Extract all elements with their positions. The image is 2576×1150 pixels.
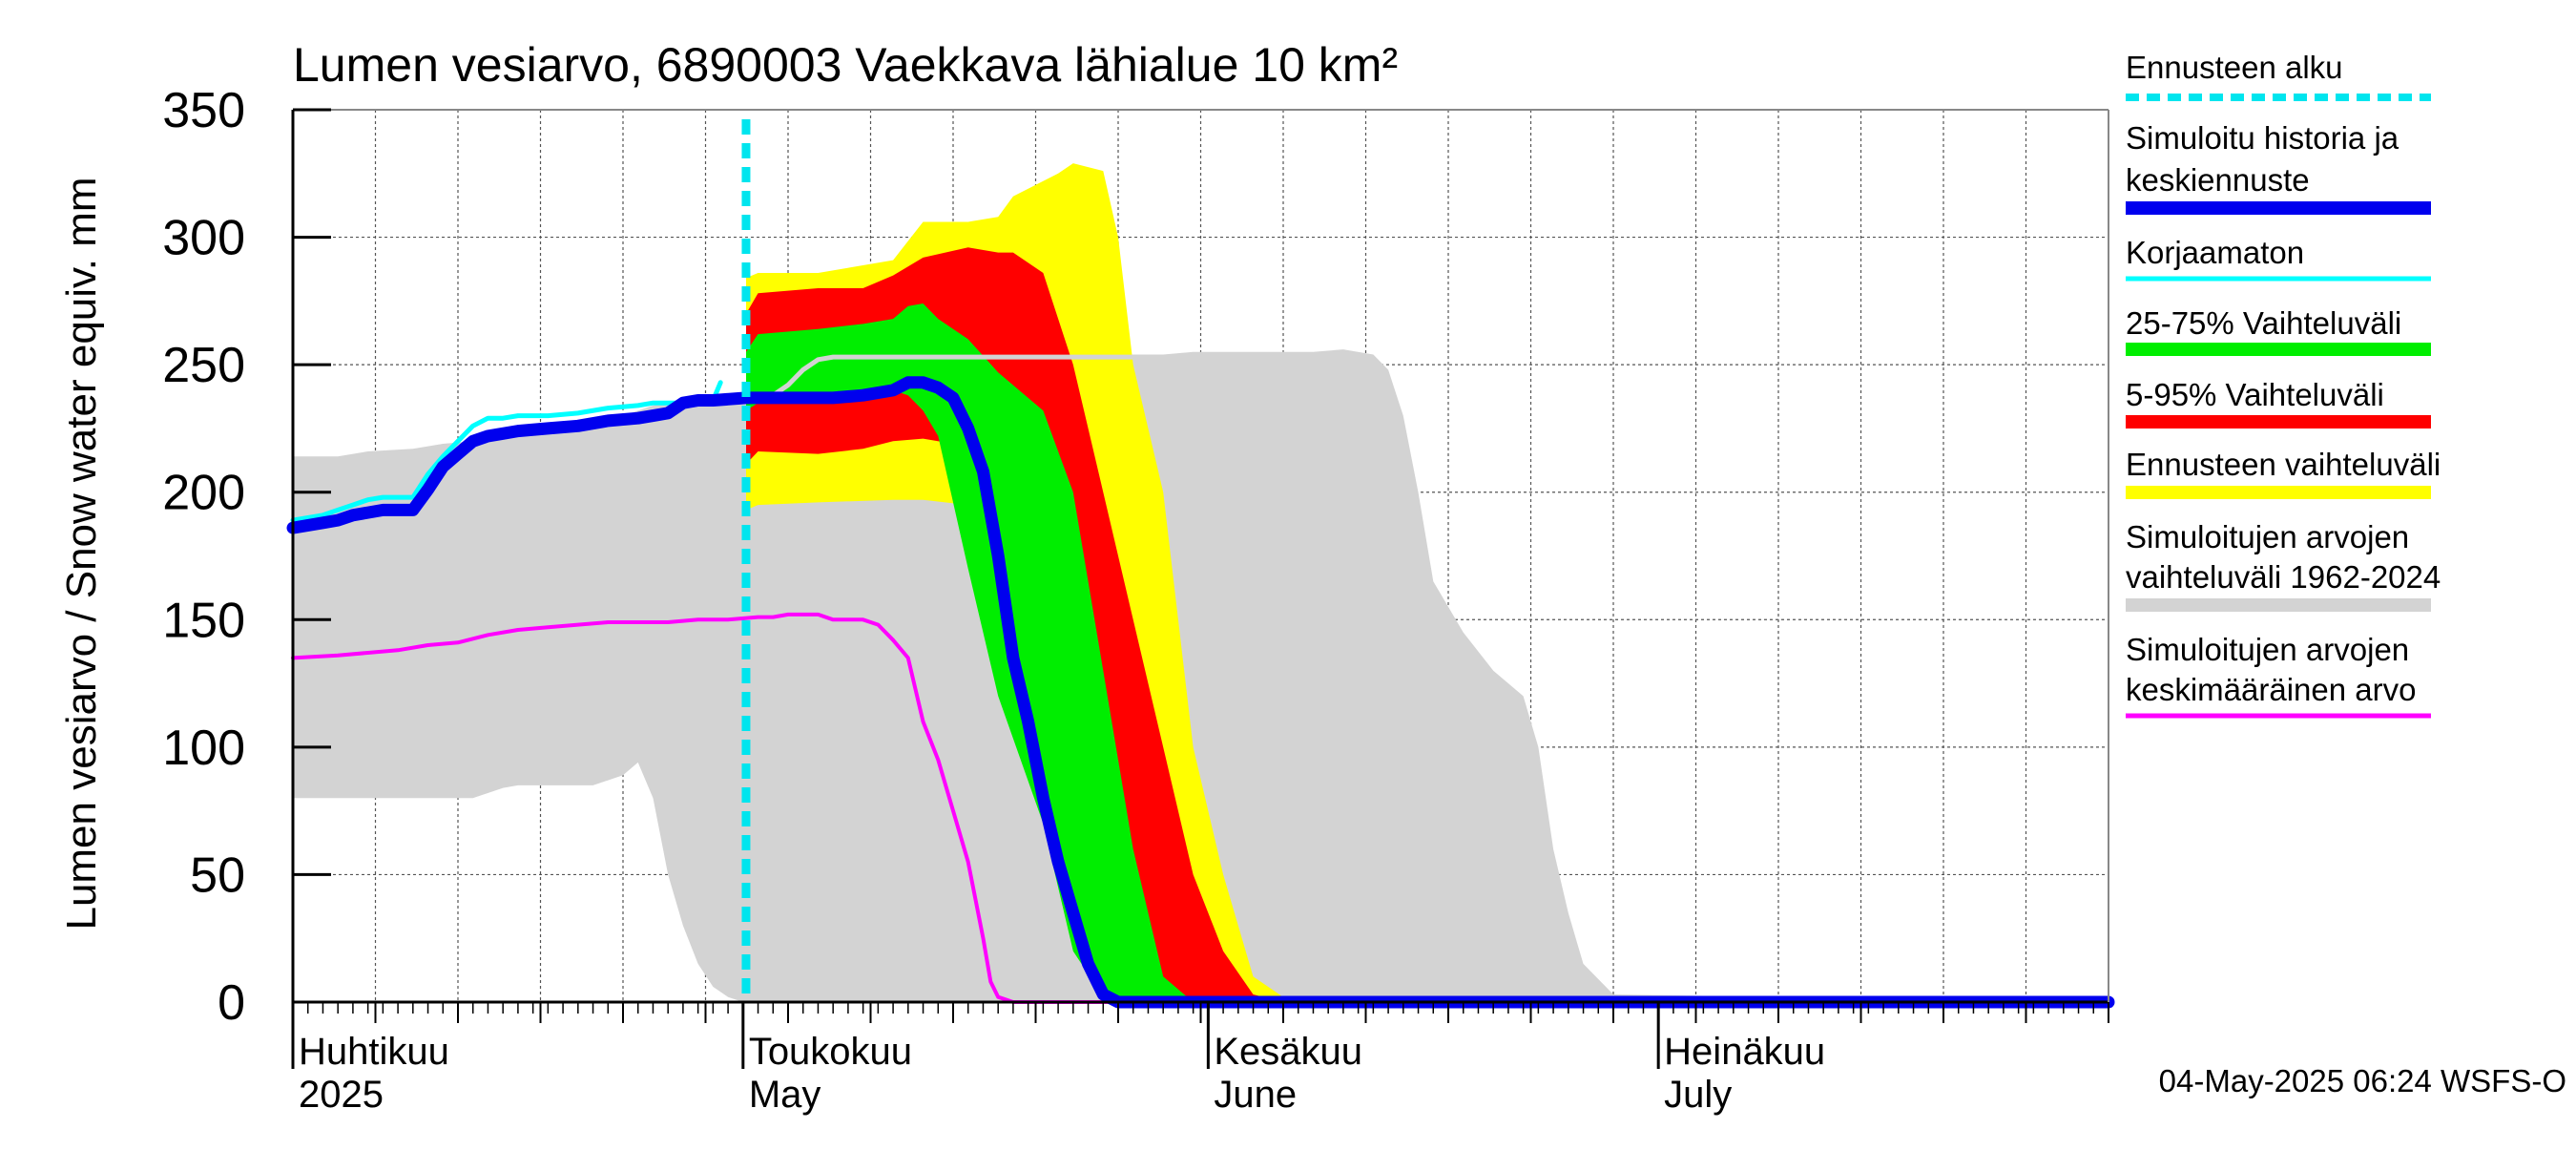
legend-item: Simuloitu historia ja keskiennuste [2126, 120, 2431, 215]
legend-label-2: vaihteluväli 1962-2024 [2126, 559, 2441, 595]
series-line-4 [286, 376, 2115, 1009]
y-tick-label: 250 [162, 338, 245, 393]
y-tick-label: 100 [162, 721, 245, 776]
legend-label: 5-95% Vaihteluväli [2126, 377, 2384, 412]
legend-item: 5-95% Vaihteluväli [2126, 377, 2431, 429]
y-tick-label: 200 [162, 466, 245, 521]
legend-label: 25-75% Vaihteluväli [2126, 305, 2401, 341]
legend-label: Ennusteen vaihteluväli [2126, 447, 2441, 482]
legend-item: Korjaamaton [2126, 235, 2431, 282]
legend-item: Simuloitujen arvojen vaihteluväli 1962-20… [2126, 519, 2441, 612]
x-month-label-en: May [749, 1074, 821, 1116]
legend-label: Ennusteen alku [2126, 50, 2343, 85]
legend-label: Simuloitujen arvojen [2126, 519, 2409, 554]
y-axis-label: Lumen vesiarvo / Snow water equiv. mm [58, 177, 105, 930]
legend-item: Ennusteen vaihteluväli [2126, 447, 2441, 499]
legend-label: Simuloitu historia ja [2126, 120, 2399, 156]
y-tick-label: 50 [190, 847, 245, 903]
y-tick-label: 150 [162, 593, 245, 648]
x-month-label-en: July [1664, 1074, 1732, 1116]
y-tick-label: 350 [162, 83, 245, 138]
legend-label: Simuloitujen arvojen [2126, 632, 2409, 667]
x-month-label: Toukokuu [749, 1031, 912, 1073]
x-month-label-en: 2025 [299, 1074, 384, 1116]
legend-label: Korjaamaton [2126, 235, 2304, 270]
chart-title: Lumen vesiarvo, 6890003 Vaekkava lähialu… [293, 38, 1398, 92]
legend-label-2: keskimääräinen arvo [2126, 672, 2416, 707]
series-band-3 [746, 303, 2109, 1002]
legend: Ennusteen alku Simuloitu historia ja keski… [2126, 50, 2441, 719]
x-month-label: Heinäkuu [1664, 1031, 1825, 1073]
series-line-5 [290, 380, 723, 523]
series-line-7 [743, 354, 1151, 403]
x-month-label-en: June [1214, 1074, 1297, 1116]
timestamp: 04-May-2025 06:24 WSFS-O [2159, 1063, 2566, 1098]
x-month-label: Huhtikuu [299, 1031, 449, 1073]
y-tick-label: 0 [218, 975, 245, 1031]
x-month-label: Kesäkuu [1214, 1031, 1362, 1073]
series-line-6 [291, 612, 2110, 1004]
legend-item: Simuloitujen arvojen keskimääräinen arvo [2126, 632, 2431, 719]
legend-item: 25-75% Vaihteluväli [2126, 305, 2431, 356]
y-tick-label: 300 [162, 211, 245, 266]
legend-item: Ennusteen alku [2126, 50, 2431, 101]
legend-label-2: keskiennuste [2126, 162, 2310, 198]
